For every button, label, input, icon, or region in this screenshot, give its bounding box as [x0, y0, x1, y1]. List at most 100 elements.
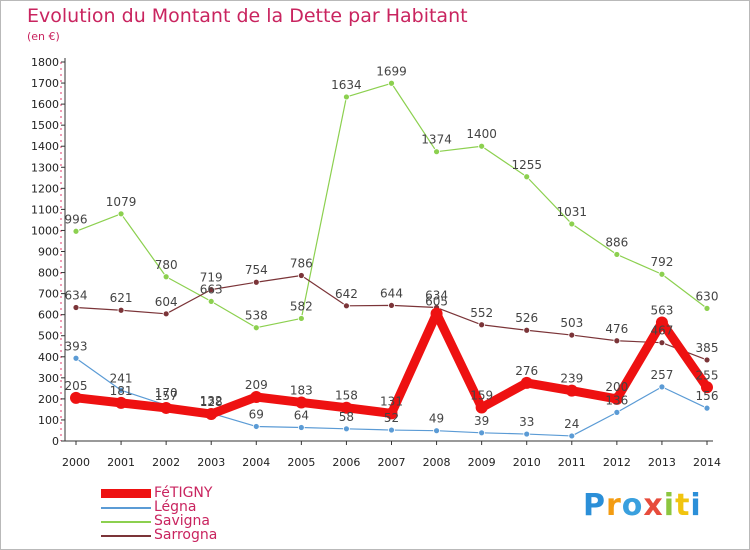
y-tick-label: 500	[38, 330, 59, 343]
data-label: 792	[650, 255, 673, 269]
data-point	[388, 302, 395, 309]
data-point	[478, 429, 486, 437]
data-point	[343, 425, 350, 433]
data-point	[343, 93, 350, 101]
data-point	[207, 286, 215, 294]
data-label: 209	[245, 378, 268, 392]
x-tick-label: 2007	[378, 456, 406, 469]
data-label: 1079	[106, 195, 137, 209]
data-point	[297, 424, 305, 431]
chart-axes: 0 100 200 300 400 500 600 700 800 900 1000 1100 1200…	[31, 56, 721, 469]
data-point	[205, 408, 218, 421]
data-point	[162, 273, 170, 281]
data-label: 642	[335, 287, 358, 301]
data-label: 239	[560, 372, 583, 386]
data-label: 241	[110, 371, 133, 385]
chart-unit: (en €)	[27, 30, 60, 43]
data-label: 996	[65, 212, 88, 226]
data-point	[162, 310, 170, 318]
data-point	[655, 316, 668, 329]
data-point	[613, 337, 621, 345]
data-label: 64	[294, 409, 309, 423]
data-point	[250, 390, 263, 403]
data-point	[658, 383, 666, 391]
y-tick-label: 0	[52, 435, 59, 448]
x-tick-label: 2014	[693, 456, 721, 469]
data-label: 1400	[466, 127, 497, 141]
proxiti-logo: Proxiti	[583, 488, 702, 523]
x-tick-label: 2011	[558, 456, 586, 469]
y-tick-label: 600	[38, 309, 59, 322]
data-label: 156	[696, 389, 719, 403]
data-point	[701, 381, 713, 394]
data-label: 257	[650, 368, 673, 382]
data-point	[388, 426, 395, 434]
data-label: 786	[290, 257, 313, 271]
brand-letter: i	[690, 488, 702, 523]
data-label: 58	[339, 410, 354, 424]
legend-label: Savigna	[154, 513, 210, 529]
data-point	[252, 423, 260, 430]
data-point	[613, 408, 621, 416]
x-tick-label: 2004	[242, 456, 270, 469]
data-label: 604	[155, 295, 178, 309]
data-label: 49	[429, 412, 444, 426]
data-point	[117, 306, 125, 314]
data-point	[613, 251, 621, 258]
data-label: 476	[605, 322, 628, 336]
data-label: 582	[290, 299, 313, 313]
data-point	[568, 220, 576, 228]
chart-title: Evolution du Montant de la Dette par Hab…	[27, 5, 468, 27]
legend-label: Sarrogna	[154, 527, 218, 543]
data-label: 634	[65, 289, 88, 303]
brand-letter: i	[663, 488, 676, 523]
data-point	[523, 173, 531, 181]
x-tick-label: 2012	[603, 456, 631, 469]
data-label: 563	[650, 303, 673, 317]
data-label: 503	[560, 316, 583, 330]
data-label: 385	[696, 341, 719, 355]
data-point	[658, 270, 666, 278]
brand-letter: r	[606, 488, 622, 523]
data-label: 1699	[376, 64, 407, 78]
data-label: 205	[65, 379, 88, 393]
data-point	[297, 315, 305, 322]
data-point	[433, 427, 440, 435]
brand-letter: t	[675, 488, 691, 523]
y-tick-label: 100	[38, 414, 59, 427]
y-tick-label: 800	[38, 267, 59, 280]
data-label: 69	[249, 407, 264, 421]
data-point	[117, 386, 125, 394]
data-label: 276	[515, 364, 538, 378]
legend-swatch	[101, 489, 151, 498]
data-label: 170	[155, 386, 178, 400]
data-label: 538	[245, 309, 268, 323]
y-tick-label: 1600	[31, 98, 59, 111]
y-tick-label: 700	[38, 288, 59, 301]
data-label: 24	[564, 417, 579, 431]
y-tick-label: 300	[38, 372, 59, 385]
data-point	[297, 272, 305, 279]
series-layer	[70, 79, 713, 440]
data-label: 754	[245, 263, 268, 277]
data-label: 886	[605, 235, 628, 249]
data-point	[117, 210, 125, 218]
y-tick-label: 1100	[31, 203, 59, 216]
data-label: 663	[200, 282, 223, 296]
data-point	[388, 79, 395, 87]
data-point	[207, 298, 215, 305]
x-tick-label: 2010	[513, 456, 541, 469]
legend-swatch	[101, 507, 151, 509]
x-tick-label: 2002	[152, 456, 180, 469]
data-point	[703, 356, 711, 364]
data-label: 39	[474, 414, 489, 428]
data-point	[523, 326, 531, 334]
data-point	[115, 396, 128, 409]
data-label: 1255	[511, 158, 542, 172]
data-point	[658, 339, 666, 347]
x-tick-label: 2000	[62, 456, 90, 469]
data-label: 630	[696, 289, 719, 303]
data-point	[70, 391, 82, 404]
x-tick-label: 2008	[423, 456, 451, 469]
data-label: 52	[384, 411, 399, 425]
